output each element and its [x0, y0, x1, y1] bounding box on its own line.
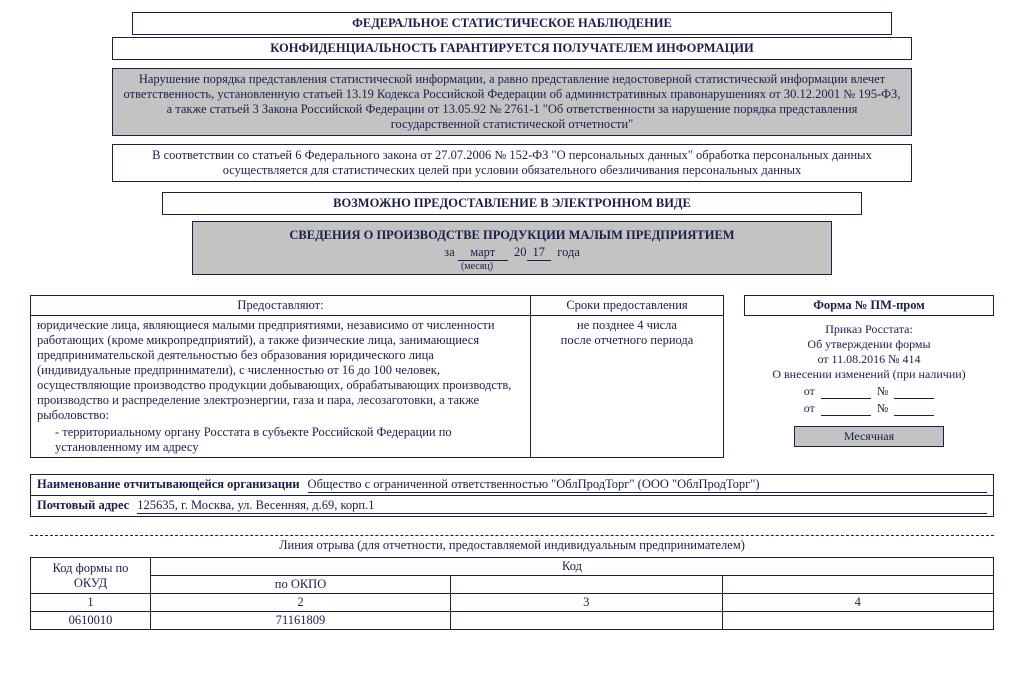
- report-period: за март 2017 года: [201, 245, 823, 261]
- report-box: СВЕДЕНИЯ О ПРОИЗВОДСТВЕ ПРОДУКЦИИ МАЛЫМ …: [192, 221, 832, 275]
- period-suffix: года: [557, 245, 580, 259]
- deadline-header: Сроки предоставления: [531, 296, 724, 316]
- org-addr-value: 125635, г. Москва, ул. Весенняя, д.69, к…: [137, 498, 987, 514]
- deadline-1: не позднее 4 числа: [537, 318, 717, 333]
- org-addr-line: Почтовый адрес 125635, г. Москва, ул. Ве…: [30, 496, 994, 517]
- code-table: Код формы по ОКУД Код по ОКПО 1 2 3 4 06…: [30, 557, 994, 630]
- periodicity: Месячная: [794, 426, 944, 447]
- code-col4-header: [722, 576, 994, 594]
- order-1: Приказ Росстата:: [744, 322, 994, 337]
- provide-who-cell: юридические лица, являющиеся малыми пред…: [31, 316, 531, 458]
- form-number: Форма № ПМ-пром: [744, 295, 994, 316]
- no-label-2: №: [877, 401, 888, 416]
- provide-who: юридические лица, являющиеся малыми пред…: [37, 318, 524, 423]
- code-4-value: [722, 612, 994, 630]
- okpo-header: по ОКПО: [151, 576, 451, 594]
- order-date-1[interactable]: [821, 385, 871, 399]
- period-prefix: за: [444, 245, 455, 259]
- provide-table: Предоставляют: Сроки предоставления юрид…: [30, 295, 724, 458]
- org-name-line: Наименование отчитывающейся организации …: [30, 474, 994, 496]
- provide-header: Предоставляют:: [31, 296, 531, 316]
- deadline-cell: не позднее 4 числа после отчетного перио…: [531, 316, 724, 458]
- col-num-1: 1: [31, 594, 151, 612]
- period-year-prefix: 20: [514, 245, 527, 259]
- order-4: О внесении изменений (при наличии): [744, 367, 994, 382]
- provide-who-sub: - территориальному органу Росстата в суб…: [37, 425, 524, 455]
- tear-line: Линия отрыва (для отчетности, предоставл…: [30, 535, 994, 553]
- org-name-label: Наименование отчитывающейся организации: [37, 477, 300, 493]
- order-info: Приказ Росстата: Об утверждении формы от…: [744, 322, 994, 447]
- code-header: Код: [151, 558, 994, 576]
- form-meta: Форма № ПМ-пром Приказ Росстата: Об утве…: [744, 295, 994, 447]
- okpo-value: 71161809: [151, 612, 451, 630]
- col-num-3: 3: [451, 594, 723, 612]
- from-label-2: от: [804, 401, 815, 416]
- period-year: 17: [527, 245, 552, 261]
- no-label-1: №: [877, 384, 888, 399]
- order-no-1[interactable]: [894, 385, 934, 399]
- okud-header: Код формы по ОКУД: [31, 558, 151, 594]
- report-title: СВЕДЕНИЯ О ПРОИЗВОДСТВЕ ПРОДУКЦИИ МАЛЫМ …: [201, 228, 823, 243]
- personal-data-box: В соответствии со статьей 6 Федерального…: [112, 144, 912, 182]
- code-3-value: [451, 612, 723, 630]
- org-addr-label: Почтовый адрес: [37, 498, 129, 514]
- from-label-1: от: [804, 384, 815, 399]
- order-line-2: от №: [744, 401, 994, 416]
- code-col3-header: [451, 576, 723, 594]
- org-name-value: Общество с ограниченной ответственностью…: [308, 477, 987, 493]
- warning-box: Нарушение порядка представления статисти…: [112, 68, 912, 136]
- order-date-2[interactable]: [821, 402, 871, 416]
- okud-value: 0610010: [31, 612, 151, 630]
- col-num-2: 2: [151, 594, 451, 612]
- period-month-label: (месяц): [131, 261, 823, 272]
- org-block: Наименование отчитывающейся организации …: [30, 474, 994, 517]
- deadline-2: после отчетного периода: [537, 333, 717, 348]
- order-2: Об утверждении формы: [744, 337, 994, 352]
- order-no-2[interactable]: [894, 402, 934, 416]
- info-row: Предоставляют: Сроки предоставления юрид…: [30, 295, 994, 458]
- order-3: от 11.08.2016 № 414: [744, 352, 994, 367]
- electronic-box: ВОЗМОЖНО ПРЕДОСТАВЛЕНИЕ В ЭЛЕКТРОННОМ ВИ…: [162, 192, 862, 215]
- title-confidential: КОНФИДЕНЦИАЛЬНОСТЬ ГАРАНТИРУЕТСЯ ПОЛУЧАТ…: [112, 37, 912, 60]
- period-month: март: [458, 245, 508, 261]
- col-num-4: 4: [722, 594, 994, 612]
- order-line-1: от №: [744, 384, 994, 399]
- title-federal: ФЕДЕРАЛЬНОЕ СТАТИСТИЧЕСКОЕ НАБЛЮДЕНИЕ: [132, 12, 892, 35]
